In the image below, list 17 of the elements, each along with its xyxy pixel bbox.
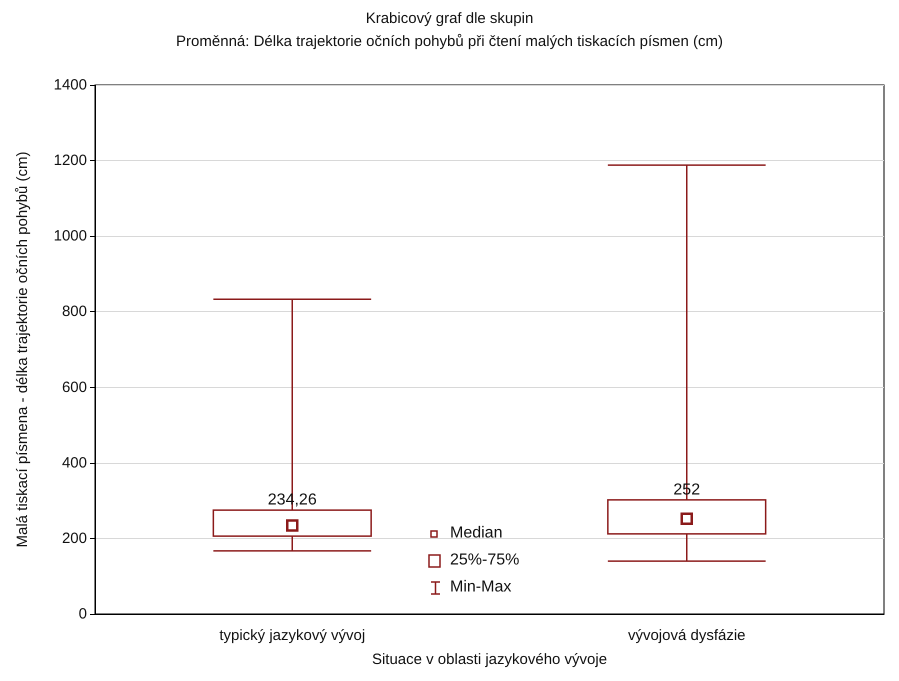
- y-tick-label: 600: [62, 378, 87, 396]
- x-axis-title: Situace v oblasti jazykového vývoje: [372, 651, 608, 668]
- chart-subtitle: Proměnná: Délka trajektorie očních pohybů při čtení malých tiskacích písmen (cm): [176, 33, 723, 50]
- annotation: Median: [450, 524, 502, 542]
- y-tick-label: 1200: [54, 152, 87, 170]
- x-tick-label: vývojová dysfázie: [628, 627, 746, 644]
- annotation: 25%-75%: [450, 552, 520, 568]
- y-tick-label: 800: [62, 303, 87, 320]
- annotation: Min-Max: [450, 578, 512, 596]
- y-tick-label: 400: [62, 454, 87, 472]
- y-tick-label: 0: [78, 606, 87, 622]
- chart-title: Krabicový graf dle skupin: [366, 10, 534, 27]
- y-tick-label: 1400: [54, 76, 87, 94]
- y-axis-title: Malá tiskací písmena - délka trajektorie očních pohybů (cm): [14, 151, 31, 548]
- y-tick-label: 200: [62, 530, 87, 547]
- y-tick-label: 1000: [54, 228, 87, 245]
- x-tick-label: typický jazykový vývoj: [219, 627, 366, 644]
